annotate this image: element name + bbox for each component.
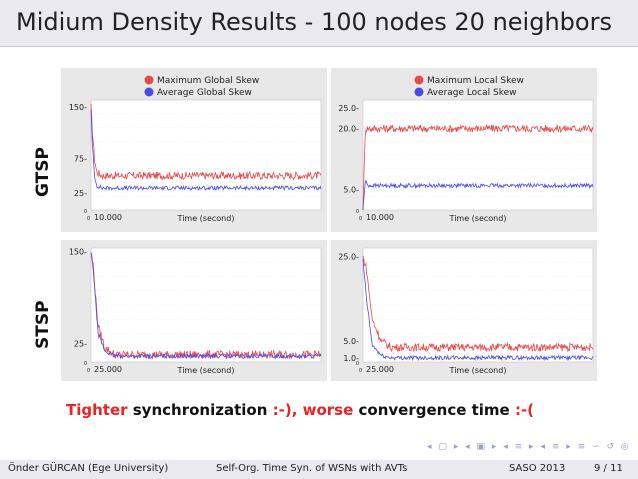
series-line [362, 259, 594, 362]
x-tick-label: 25.000 [366, 365, 394, 374]
chart-gtsp-global-skew: 150- 75- 25- 00 10.000 Time (second) Maximum G… [69, 75, 322, 223]
x-tick-label: 0 [359, 368, 362, 374]
y-tick-label: 75- [74, 154, 87, 163]
footer-author: Önder GÜRCAN (Ege University) [8, 463, 169, 474]
y-tick-label: 0 [84, 361, 87, 367]
legend-label: Maximum Local Skew [427, 76, 524, 86]
slide-title-bar: Midium Density Results - 100 nodes 20 ne… [0, 0, 638, 47]
caption-synchronization: synchronization [127, 401, 273, 419]
y-tick-label: 25- [74, 340, 87, 349]
slide-caption: Tighter synchronization :-), worse conve… [66, 401, 534, 419]
x-tick-label: 0 [87, 368, 90, 374]
series-line [362, 255, 594, 353]
y-tick-label: 0 [356, 361, 359, 367]
caption-worse: worse [302, 401, 354, 419]
beamer-navigation-icons[interactable]: ◂ ▢ ▸ ◂ ▣ ▸ ◂ ≡ ▸ ◂ ≡ ▸ ≡ ∽ ↺ ◎ [427, 442, 631, 452]
chart-panel-gtsp-local-skew: 25.0- 20.0- 5.0- 0 0 10.000 Time (second) Maxim… [331, 68, 597, 232]
y-tick-label: 25- [74, 189, 87, 198]
x-tick-label: 25.000 [94, 365, 122, 374]
y-tick-label: 5.0- [343, 337, 359, 346]
chart-stsp-global-skew: 150- 25- 00 25.000 Time (second) [69, 248, 322, 375]
nav-section-icon[interactable]: ◂ ≡ ▸ [540, 442, 573, 452]
nav-prev-frame-icon[interactable]: ◂ ▢ ▸ [427, 442, 461, 452]
chart-gtsp-local-skew: 25.0- 20.0- 5.0- 00 10.000 Time (second) Maxim… [338, 75, 594, 223]
caption-convergence: convergence time [353, 401, 515, 419]
legend-marker [144, 87, 154, 97]
y-tick-label: 0 [356, 209, 359, 215]
chart-panel-gtsp-global-skew: 150- 75- 25- 0 0 10.000 Time (second) Maximum G… [61, 68, 327, 232]
y-tick-label: 25.0- [338, 252, 359, 261]
x-axis-label: Time (second) [177, 214, 235, 223]
y-tick-label: 0 [84, 209, 87, 215]
x-tick-label: 0 [87, 216, 90, 222]
nav-prev-section-icon[interactable]: ◂ ▣ ▸ [465, 442, 499, 452]
y-tick-label: 150- [69, 248, 87, 257]
nav-search-icon[interactable]: ≡ ∽ ↺ ◎ [577, 442, 631, 452]
legend-marker [414, 75, 424, 85]
footer-talk-title: Self-Org. Time Syn. of WSNs with AVTs [216, 463, 408, 474]
chart-panel-stsp-global-skew: 150- 25- 0 0 25.000 Time (second) [61, 240, 327, 381]
footer-venue: SASO 2013 [509, 463, 566, 474]
series-line [90, 103, 322, 181]
y-tick-label: 5.0- [343, 186, 359, 195]
x-tick-label: 10.000 [94, 213, 122, 222]
y-tick-label: 20.0- [338, 125, 359, 134]
legend-marker [414, 87, 424, 97]
legend-label: Maximum Global Skew [157, 76, 259, 86]
series-line [362, 124, 594, 211]
series-line [90, 252, 322, 360]
x-tick-label: 0 [359, 216, 362, 222]
x-tick-label: 10.000 [366, 213, 394, 222]
y-tick-label: 1.0- [343, 354, 359, 363]
x-axis-label: Time (second) [449, 214, 507, 223]
row-label-gtsp: GTSP [33, 147, 53, 197]
y-tick-label: 150- [69, 103, 87, 112]
chart-panel-stsp-local-skew: 25.0- 5.0- 1.0- 0 0 25.000 Time (second) [331, 240, 597, 381]
slide-footer: Önder GÜRCAN (Ege University) Self-Org. … [0, 460, 638, 479]
x-axis-label: Time (second) [177, 366, 235, 375]
row-label-stsp: STSP [33, 300, 53, 349]
caption-frown: :-( [514, 401, 535, 419]
legend-label: Average Local Skew [427, 88, 517, 98]
nav-subsection-icon[interactable]: ◂ ≡ ▸ [503, 442, 536, 452]
legend-label: Average Global Skew [157, 88, 252, 98]
caption-smiley: :-), [272, 401, 303, 419]
series-line [90, 109, 322, 192]
y-tick-label: 25.0- [338, 104, 359, 113]
series-line [362, 179, 594, 211]
slide-title: Midium Density Results - 100 nodes 20 ne… [16, 8, 612, 36]
footer-page-number: 9 / 11 [594, 463, 623, 474]
caption-tighter: Tighter [66, 401, 128, 419]
legend-marker [144, 75, 154, 85]
x-axis-label: Time (second) [449, 366, 507, 375]
chart-stsp-local-skew: 25.0- 5.0- 1.0-00 25.000 Time (second) [338, 247, 594, 375]
